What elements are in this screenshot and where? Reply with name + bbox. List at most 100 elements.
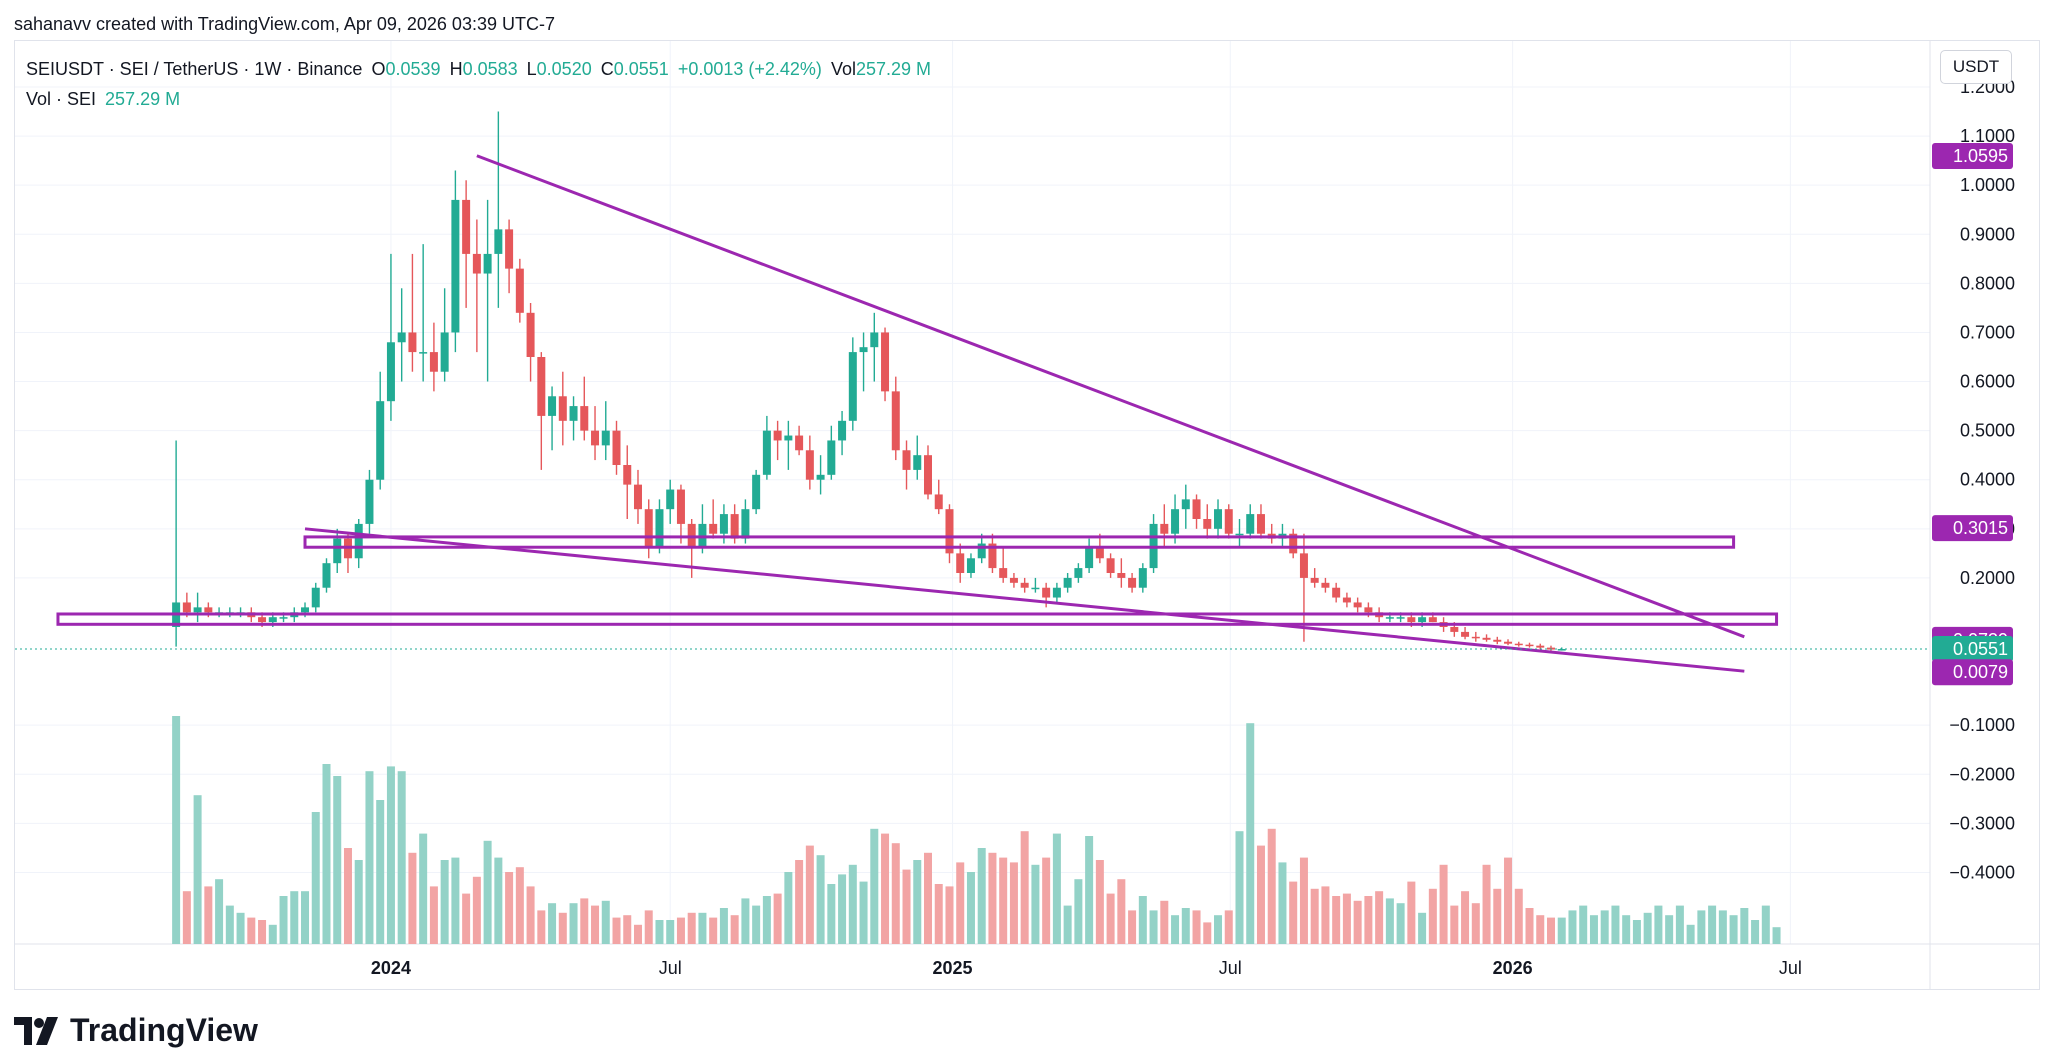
volume-bar: [354, 860, 363, 944]
candle-body: [784, 435, 793, 441]
candle-body: [1450, 627, 1459, 632]
tradingview-logo[interactable]: TradingView: [14, 1012, 258, 1049]
volume-bar: [1074, 879, 1083, 944]
candle-body: [956, 553, 965, 573]
tradingview-wordmark: TradingView: [70, 1012, 258, 1048]
candle-body: [494, 229, 503, 254]
volume-bar: [934, 884, 943, 944]
volume-bar: [1632, 920, 1641, 944]
candle-body: [1042, 587, 1051, 598]
candle-body: [1299, 553, 1308, 578]
volume-bar: [1128, 910, 1137, 944]
volume-bar: [1654, 905, 1663, 944]
candle-body: [1353, 602, 1362, 608]
candle-body: [580, 406, 589, 431]
volume-bar: [1718, 910, 1727, 944]
volume-bar: [1267, 828, 1276, 944]
volume-bar: [494, 857, 503, 944]
candle-body: [1085, 548, 1094, 569]
candle-body: [1461, 631, 1470, 637]
candle-body: [354, 523, 363, 559]
candle-body: [977, 543, 986, 559]
chart-frame[interactable]: [14, 40, 2040, 990]
candle-body: [1364, 607, 1373, 613]
candle-body: [966, 558, 975, 573]
volume-bar: [311, 812, 320, 944]
volume-bar: [419, 833, 428, 944]
volume-bar: [709, 917, 718, 944]
candle-body: [1514, 643, 1523, 646]
candle-body: [548, 396, 557, 416]
candle-body: [644, 509, 653, 549]
volume-bar: [977, 848, 986, 944]
volume-bar: [1439, 864, 1448, 944]
volume-bar: [172, 716, 181, 944]
legend-row-volume: Vol · SEI 257.29 M: [26, 84, 935, 114]
volume-bar: [1611, 905, 1620, 944]
volume-bar: [612, 917, 621, 944]
drawing-price-tag: [1932, 515, 2013, 542]
volume-bar: [472, 876, 481, 944]
y-tick-label: −0.3000: [1949, 813, 2015, 833]
volume-bar: [1407, 881, 1416, 944]
volume-bar: [1181, 908, 1190, 944]
legend-vol-series[interactable]: Vol · SEI: [26, 89, 97, 109]
candle-body: [1074, 568, 1083, 578]
volume-bar: [440, 860, 449, 944]
volume-bar: [1224, 910, 1233, 944]
volume-bar: [343, 848, 352, 944]
currency-unit-button[interactable]: USDT: [1940, 50, 2012, 84]
y-tick-label: 1.0000: [1960, 175, 2015, 195]
candle-body: [666, 489, 675, 510]
candle-body: [719, 514, 728, 534]
candle-body: [1536, 645, 1545, 648]
volume-bar: [236, 912, 245, 944]
trendline: [476, 154, 1745, 639]
volume-bar: [333, 776, 342, 944]
candle-body: [848, 352, 857, 421]
volume-bar: [1708, 905, 1717, 944]
candle-body: [1332, 587, 1341, 598]
volume-bar: [591, 905, 600, 944]
candle-body: [1031, 587, 1040, 590]
volume-bar: [1085, 836, 1094, 944]
candle-body: [1203, 519, 1212, 529]
candle-body: [709, 523, 718, 534]
volume-bar: [1482, 864, 1491, 944]
candle-body: [365, 479, 374, 524]
volume-bar: [1772, 927, 1781, 944]
volume-bar: [505, 872, 514, 944]
candle-body: [934, 494, 943, 510]
volume-bar: [1256, 845, 1265, 944]
volume-bar: [633, 924, 642, 944]
volume-bar: [365, 771, 374, 944]
volume-bar: [966, 872, 975, 944]
volume-bar: [1428, 888, 1437, 944]
volume-bar: [526, 886, 535, 944]
legend-vol-label: Vol: [830, 59, 856, 79]
candle-body: [676, 489, 685, 524]
volume-bar: [1031, 864, 1040, 944]
candle-body: [988, 543, 997, 569]
volume-bar: [429, 886, 438, 944]
volume-bar: [752, 905, 761, 944]
candle-body: [515, 268, 524, 313]
candle-body: [633, 484, 642, 510]
legend-low: L0.0520: [527, 59, 592, 79]
volume-bar: [655, 920, 664, 944]
volume-bar: [558, 912, 567, 944]
volume-bar: [838, 874, 847, 944]
volume-bar: [1246, 723, 1255, 944]
y-tick-label: −0.1000: [1949, 715, 2015, 735]
volume-bar: [1171, 915, 1180, 944]
volume-bar: [730, 915, 739, 944]
drawing-price-tag: [1932, 659, 2013, 686]
candle-body: [1289, 533, 1298, 554]
candle-body: [655, 509, 664, 549]
legend-symbol[interactable]: SEIUSDT · SEI / TetherUS · 1W · Binance: [26, 59, 363, 79]
legend-open: O0.0539: [371, 59, 440, 79]
volume-bar: [698, 912, 707, 944]
volume-bar: [1106, 893, 1115, 944]
volume-bar: [1396, 903, 1405, 944]
